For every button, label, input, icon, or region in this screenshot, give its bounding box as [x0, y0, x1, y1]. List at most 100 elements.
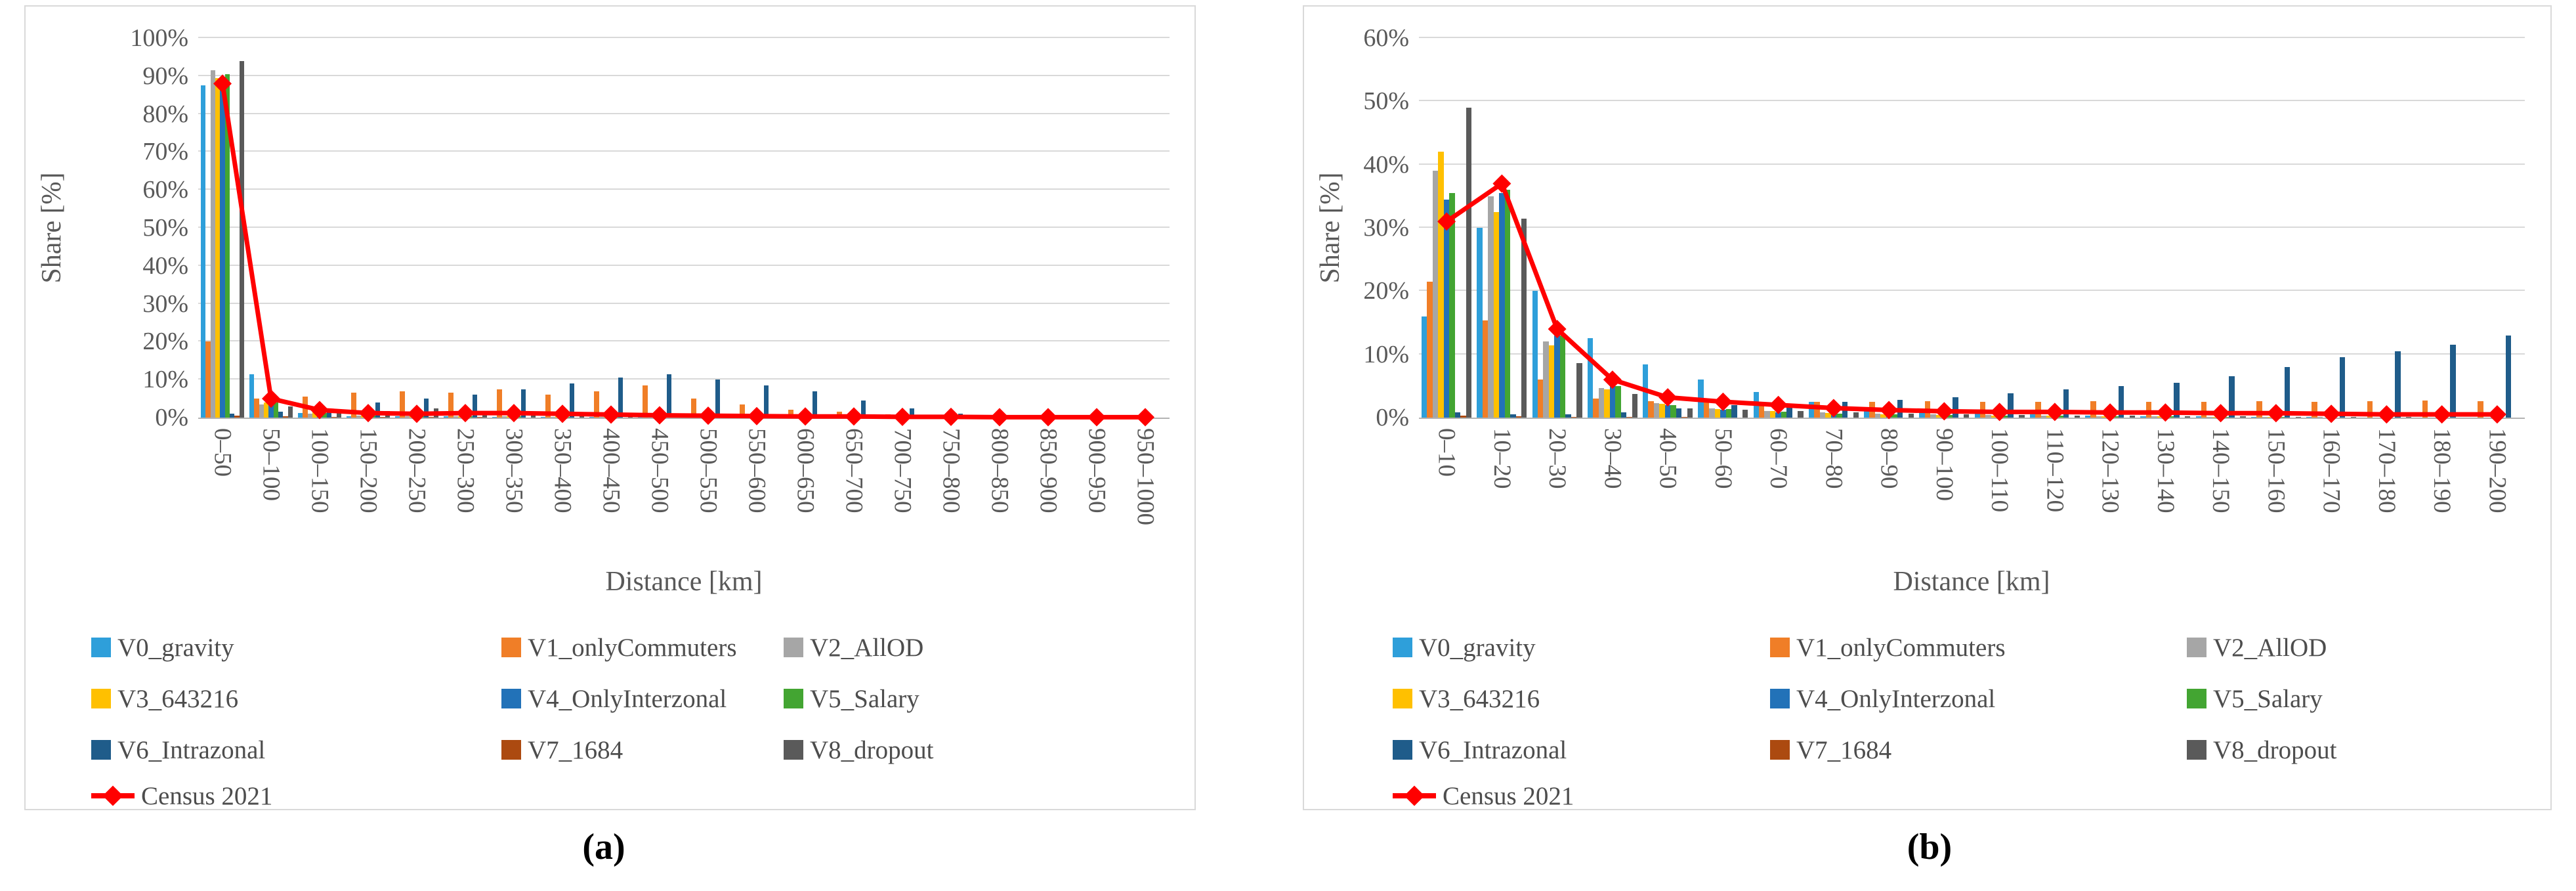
bar-V6_Intrazonal — [1620, 412, 1627, 418]
bar-V3_643216 — [1825, 413, 1831, 418]
x-tick-label: 100–150 — [306, 428, 333, 513]
x-tick-label: 300–350 — [500, 428, 528, 513]
bar-V2_AllOD — [1488, 196, 1494, 418]
census-marker — [1658, 388, 1678, 407]
bar-V0_gravity — [1477, 228, 1483, 418]
bar-V6_Intrazonal — [423, 399, 429, 418]
bar-V6_Intrazonal — [472, 395, 478, 418]
bar-V8_dropout — [2074, 416, 2080, 418]
legend-swatch — [2187, 638, 2206, 657]
gridline — [1419, 100, 2525, 102]
bar-V0_gravity — [1864, 408, 1870, 418]
census-marker — [213, 74, 232, 93]
census-line — [1437, 174, 2506, 424]
bar-V6_Intrazonal — [666, 374, 672, 418]
bar-V5_Salary — [1670, 404, 1676, 418]
bar-V3_643216 — [1880, 414, 1886, 418]
bar-V3_643216 — [1991, 416, 1997, 418]
bar-V5_Salary — [224, 74, 230, 418]
subfigure-label-b: (b) — [1907, 827, 1953, 867]
bar-V8_dropout — [2350, 417, 2357, 418]
bar-V2_AllOD — [2206, 417, 2212, 418]
bar-V6_Intrazonal — [812, 391, 818, 418]
bar-V2_AllOD — [2040, 416, 2047, 418]
x-tick-label: 40–50 — [1654, 428, 1681, 489]
legend-item-V4_OnlyInterzonal: V4_OnlyInterzonal — [1770, 683, 1995, 714]
census-marker — [310, 401, 329, 420]
bar-V2_AllOD — [599, 416, 604, 418]
bar-V6_Intrazonal — [2395, 351, 2401, 418]
bar-group — [198, 38, 247, 418]
bar-V6_Intrazonal — [1786, 403, 1792, 418]
bar-V8_dropout — [1576, 363, 1582, 418]
bar-V2_AllOD — [453, 416, 458, 418]
bar-V0_gravity — [395, 416, 400, 418]
bar-V0_gravity — [2140, 416, 2146, 418]
bar-V1_onlyCommuters — [594, 391, 599, 418]
bar-group — [1419, 38, 1474, 418]
bar-V5_Salary — [2113, 416, 2119, 418]
census-marker — [1714, 392, 1733, 411]
bar-V0_gravity — [1974, 413, 1980, 418]
bar-V0_gravity — [1422, 316, 1427, 418]
gridline — [198, 74, 1170, 76]
bar-V2_AllOD — [259, 404, 264, 418]
bar-V5_Salary — [1504, 190, 1511, 418]
census-marker — [1548, 320, 1567, 339]
bar-V1_onlyCommuters — [2367, 401, 2373, 418]
bar-V8_dropout — [2129, 416, 2136, 418]
bar-V2_AllOD — [1543, 341, 1549, 418]
legend-item-V4_OnlyInterzonal: V4_OnlyInterzonal — [501, 683, 727, 714]
bar-V0_gravity — [249, 374, 255, 418]
bar-V3_643216 — [312, 412, 318, 418]
bar-V8_dropout — [2295, 417, 2301, 418]
bar-V1_onlyCommuters — [545, 395, 551, 418]
y-axis-tick-labels: 0% 10% 20% 30% 40% 50% 60% 70% 80% 90% 100% — [26, 24, 188, 431]
bar-V1_onlyCommuters — [1758, 401, 1765, 418]
bar-V6_Intrazonal — [860, 401, 866, 418]
gridline — [1419, 290, 2525, 292]
gridline — [198, 112, 1170, 114]
bar-V0_gravity — [1587, 337, 1594, 418]
x-tick-label: 600–650 — [792, 428, 819, 513]
census-line — [213, 74, 1154, 427]
bar-V8_dropout — [1853, 412, 1859, 418]
bar-V3_643216 — [1659, 403, 1665, 418]
legend-item-V5_Salary: V5_Salary — [784, 683, 919, 714]
bar-V1_onlyCommuters — [2090, 401, 2096, 418]
census-marker — [1492, 174, 1511, 193]
x-tick-label: 800–850 — [986, 428, 1013, 513]
plot-area — [198, 37, 1170, 427]
bar-V2_AllOD — [1432, 171, 1439, 418]
bar-group — [2359, 38, 2414, 418]
census-marker — [990, 408, 1009, 427]
bar-V7_1684 — [1626, 417, 1632, 418]
bar-V3_643216 — [264, 402, 269, 418]
bar-V3_643216 — [215, 77, 221, 418]
bar-V3_643216 — [2268, 417, 2273, 418]
bar-V5_Salary — [273, 402, 278, 418]
bar-V1_onlyCommuters — [400, 391, 405, 418]
bar-group — [1530, 38, 1585, 418]
census-marker — [1087, 408, 1106, 427]
legend: V0_gravity V1_onlyCommuters V2_AllOD V3_643… — [26, 632, 1194, 810]
bar-group — [2415, 38, 2470, 418]
legend-label: V7_1684 — [1796, 735, 1892, 764]
y-tick-label: 40% — [142, 251, 188, 280]
bar-V5_Salary — [1781, 412, 1787, 418]
bar-V8_dropout — [1521, 218, 1527, 418]
gridline — [1419, 163, 2525, 165]
bar-V1_onlyCommuters — [205, 341, 211, 418]
x-tick-label: 180–190 — [2428, 428, 2456, 513]
bar-V1_onlyCommuters — [1427, 281, 1433, 418]
bar-V4_OnlyInterzonal — [1443, 199, 1450, 418]
legend-item-V2_AllOD: V2_AllOD — [2187, 632, 2327, 663]
legend-label: V3_643216 — [1419, 684, 1540, 713]
gridline — [198, 150, 1170, 152]
bar-V1_onlyCommuters — [351, 393, 356, 418]
x-tick-label: 900–950 — [1083, 428, 1110, 513]
census-marker — [505, 404, 523, 423]
bar-V1_onlyCommuters — [2422, 401, 2428, 418]
census-marker — [845, 407, 863, 426]
census-marker — [2266, 404, 2285, 423]
